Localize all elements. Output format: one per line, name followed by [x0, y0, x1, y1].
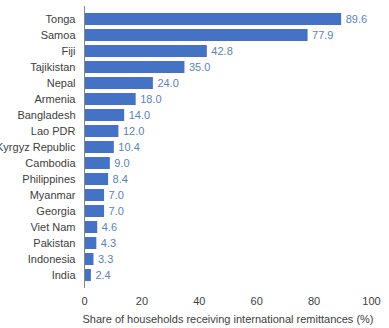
svg-text:Indonesia: Indonesia	[28, 253, 77, 265]
svg-text:20: 20	[136, 295, 148, 307]
svg-text:Nepal: Nepal	[47, 77, 76, 89]
svg-text:Fiji: Fiji	[61, 45, 75, 57]
svg-text:35.0: 35.0	[189, 61, 210, 73]
svg-text:2.4: 2.4	[95, 269, 110, 281]
svg-text:42.8: 42.8	[211, 45, 232, 57]
svg-text:Myanmar: Myanmar	[30, 189, 76, 201]
svg-text:24.0: 24.0	[157, 77, 178, 89]
svg-text:18.0: 18.0	[140, 93, 161, 105]
svg-text:Samoa: Samoa	[41, 29, 77, 41]
svg-text:14.0: 14.0	[129, 109, 150, 121]
svg-text:8.4: 8.4	[113, 173, 128, 185]
svg-text:Tonga: Tonga	[46, 13, 77, 25]
svg-text:Lao PDR: Lao PDR	[31, 125, 76, 137]
svg-text:Cambodia: Cambodia	[25, 157, 76, 169]
svg-text:Philippines: Philippines	[22, 173, 76, 185]
svg-text:80: 80	[308, 295, 320, 307]
svg-text:Tajikistan: Tajikistan	[30, 61, 75, 73]
svg-text:Armenia: Armenia	[35, 93, 77, 105]
svg-text:7.0: 7.0	[109, 205, 124, 217]
svg-text:40: 40	[193, 295, 205, 307]
svg-text:4.3: 4.3	[101, 237, 116, 249]
svg-text:0: 0	[81, 295, 87, 307]
svg-text:3.3: 3.3	[98, 253, 113, 265]
svg-text:Bangladesh: Bangladesh	[17, 109, 75, 121]
svg-text:Kyrgyz Republic: Kyrgyz Republic	[0, 141, 76, 153]
svg-text:Share of households receiving: Share of households receiving internatio…	[82, 313, 373, 325]
svg-text:10.4: 10.4	[118, 141, 139, 153]
svg-text:89.6: 89.6	[346, 13, 367, 25]
svg-text:9.0: 9.0	[114, 157, 129, 169]
svg-text:India: India	[52, 269, 77, 281]
svg-text:Viet Nam: Viet Nam	[30, 221, 75, 233]
svg-text:Georgia: Georgia	[36, 205, 76, 217]
svg-text:100: 100	[362, 295, 380, 307]
svg-text:7.0: 7.0	[109, 189, 124, 201]
svg-text:77.9: 77.9	[312, 29, 333, 41]
svg-text:12.0: 12.0	[123, 125, 144, 137]
svg-text:4.6: 4.6	[102, 221, 117, 233]
svg-text:Pakistan: Pakistan	[33, 237, 75, 249]
svg-text:60: 60	[251, 295, 263, 307]
